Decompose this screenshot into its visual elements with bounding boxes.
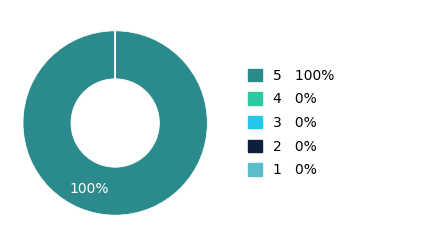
Wedge shape bbox=[23, 31, 207, 215]
Text: 100%: 100% bbox=[70, 182, 109, 196]
Legend: 5   100%, 4   0%, 3   0%, 2   0%, 1   0%: 5 100%, 4 0%, 3 0%, 2 0%, 1 0% bbox=[248, 69, 334, 177]
